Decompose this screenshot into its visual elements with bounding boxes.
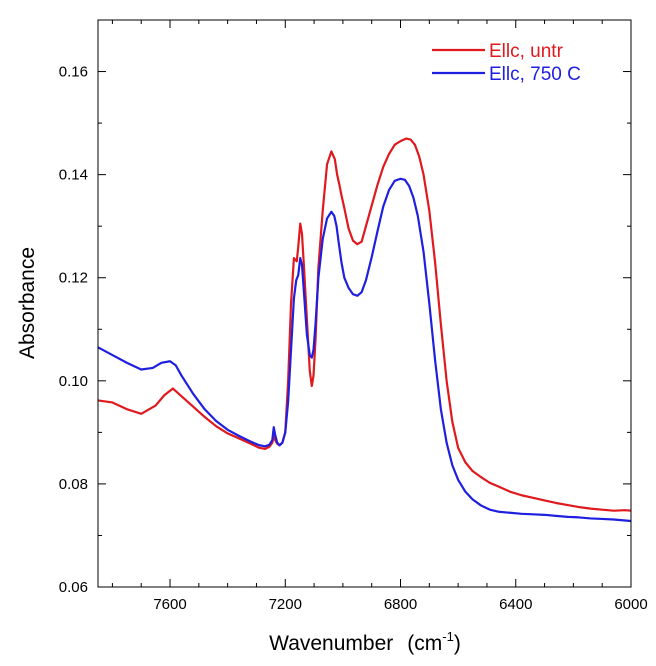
x-tick-label: 6000: [614, 596, 647, 613]
plot-frame: [97, 19, 632, 588]
x-tick-label: 7600: [153, 596, 186, 613]
y-tick-label: 0.14: [59, 167, 88, 184]
x-axis-title-unit-close: ): [454, 632, 461, 655]
x-axis-title: Wavenumber (cm-1): [269, 629, 461, 655]
axes-layer: 0.06 0.08 0.10 0.12 0.14 0.16 7600 7200 6800 6400…: [59, 19, 648, 613]
y-tick-label: 0.06: [59, 579, 88, 596]
y-tick-label: 0.10: [59, 373, 88, 390]
legend-label: Ellc, untr: [489, 41, 564, 62]
x-axis-title-unit: (cm: [407, 632, 442, 655]
series-line-1: [98, 137, 631, 512]
y-tick-label: 0.16: [59, 64, 88, 81]
x-tick-label: 7200: [269, 596, 302, 613]
x-tick-label: 6400: [499, 596, 532, 613]
axis-titles: Absorbance Wavenumber (cm-1): [16, 247, 461, 655]
x-axis-title-unit-exponent: -1: [442, 629, 454, 644]
y-tick-label: 0.12: [59, 270, 88, 287]
x-tick-label: 6800: [384, 596, 417, 613]
y-axis-title: Absorbance: [16, 247, 39, 359]
series-line-2: [98, 177, 631, 523]
series-layer: [98, 137, 631, 523]
y-tick-label: 0.08: [59, 476, 88, 493]
legend-label: Ellc, 750 C: [489, 64, 581, 85]
x-axis-title-name: Wavenumber: [269, 632, 393, 655]
